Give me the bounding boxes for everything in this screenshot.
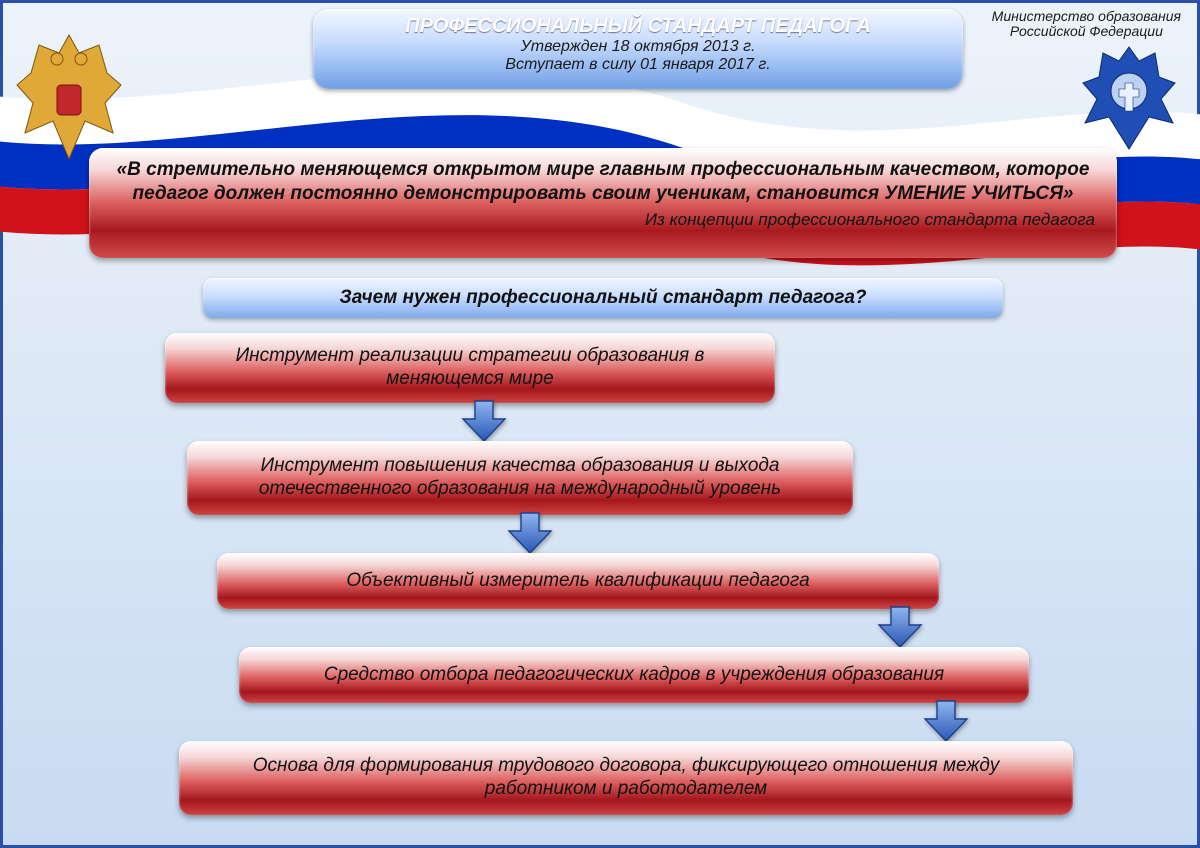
flow-item: Объективный измеритель квалификации педа… [217,553,939,609]
flow-item: Инструмент реализации стратегии образова… [165,333,775,403]
title-main: ПРОФЕССИОНАЛЬНЫЙ СТАНДАРТ ПЕДАГОГА [327,15,949,38]
coat-of-arms-icon [9,25,129,165]
down-arrow-icon [877,605,923,649]
down-arrow-icon [461,399,507,443]
down-arrow-icon [507,511,553,555]
flow-item: Инструмент повышения качества образовани… [187,441,853,515]
quote-box: «В стремительно меняющемся открытом мире… [89,148,1117,258]
ministry-emblem-icon [1079,43,1179,153]
quote-text: «В стремительно меняющемся открытом мире… [111,158,1095,206]
page-root: Министерство образования Российской Феде… [0,0,1200,848]
ministry-caption: Министерство образования Российской Феде… [992,9,1181,40]
flow-item: Основа для формирования трудового догово… [179,741,1073,815]
ministry-line1: Министерство образования [992,9,1181,24]
section-heading: Зачем нужен профессиональный стандарт пе… [203,278,1003,318]
quote-source: Из концепции профессионального стандарта… [111,210,1095,230]
title-approved: Утвержден 18 октября 2013 г. [327,38,949,56]
title-inforce: Вступает в силу 01 января 2017 г. [327,56,949,74]
flow-item: Средство отбора педагогических кадров в … [239,647,1029,703]
title-box: ПРОФЕССИОНАЛЬНЫЙ СТАНДАРТ ПЕДАГОГА Утвер… [313,9,963,89]
down-arrow-icon [923,699,969,743]
ministry-line2: Российской Федерации [992,24,1181,39]
